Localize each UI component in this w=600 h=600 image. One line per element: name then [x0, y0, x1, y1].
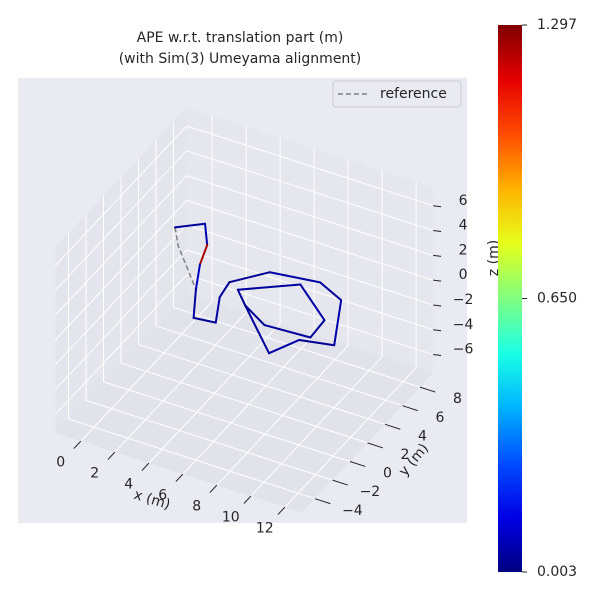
trajectory-segment: [218, 281, 231, 299]
tick-mark: [73, 440, 82, 449]
grid-line: [85, 399, 333, 481]
z-tick-label: 0: [459, 267, 468, 283]
trajectory-segment: [236, 288, 247, 307]
grid-line: [103, 381, 351, 462]
z-tick-label: 6: [459, 193, 468, 209]
trajectory-segment: [319, 281, 343, 302]
y-tick-label: −4: [342, 503, 363, 519]
tick-mark: [384, 423, 401, 430]
grid-line: [55, 125, 187, 266]
colorbar-tick-label: 0.003: [537, 564, 577, 580]
y-tick-label: 0: [383, 466, 392, 482]
chart-subtitle: (with Sim(3) Umeyama alignment): [119, 51, 362, 67]
grid-line: [173, 306, 421, 388]
trajectory-segment: [268, 271, 322, 284]
trajectory-segment: [309, 319, 326, 339]
tick-mark: [367, 442, 383, 449]
tick-mark: [349, 461, 366, 467]
grid-line: [55, 274, 187, 415]
tick-mark: [277, 506, 286, 515]
z-tick-label: −6: [453, 342, 474, 358]
trajectory-segment: [244, 304, 271, 355]
y-tick-label: 8: [453, 391, 462, 407]
grid-line: [186, 175, 434, 256]
tick-mark: [419, 386, 436, 393]
chart-title: APE w.r.t. translation part (m): [137, 30, 344, 46]
y-tick-label: −2: [360, 484, 381, 500]
tick-mark: [243, 495, 252, 504]
y-tick-label: 4: [418, 428, 427, 444]
grid-line: [55, 224, 187, 366]
trajectory-segment: [214, 296, 221, 324]
grid-line: [186, 199, 434, 281]
z-tick-label: −4: [453, 317, 474, 333]
legend-label: reference: [380, 86, 447, 102]
tick-mark: [433, 230, 442, 233]
trajectory-segment: [298, 338, 336, 347]
grid-line: [55, 175, 187, 316]
trajectory-segment: [268, 338, 301, 355]
x-tick-label: 2: [90, 466, 99, 482]
trajectory-segment: [192, 288, 197, 319]
colorbar-tick-label: 1.297: [537, 17, 577, 33]
grid-line: [120, 362, 368, 444]
trajectory-segment: [192, 316, 217, 324]
trajectory-segment: [236, 283, 302, 291]
grid-line: [55, 150, 187, 291]
y-tick-label: 2: [400, 447, 409, 463]
tick-mark: [175, 473, 184, 482]
tick-mark: [141, 462, 150, 471]
y-tick-label: 6: [435, 410, 444, 426]
grid-line: [186, 274, 434, 356]
z-tick-label: −2: [453, 292, 474, 308]
x-tick-label: 0: [56, 455, 65, 471]
x-tick-label: 4: [124, 477, 133, 493]
tick-mark: [314, 498, 331, 505]
grid-line: [186, 224, 434, 306]
grid-line: [186, 150, 434, 232]
x-tick-label: 8: [192, 499, 201, 515]
legend-box: [332, 80, 462, 108]
grid-line: [186, 249, 434, 331]
trajectory-segment: [299, 283, 326, 322]
tick-mark: [209, 484, 218, 493]
trajectory-segment: [194, 263, 201, 291]
trajectory-segment: [244, 304, 266, 327]
z-tick-label: 4: [459, 218, 468, 234]
grid-line: [186, 125, 434, 207]
tick-mark: [433, 354, 442, 357]
z-tick-label: 2: [459, 242, 468, 258]
tick-mark: [433, 329, 442, 332]
grid-line: [155, 325, 403, 407]
tick-mark: [433, 205, 442, 208]
grid-line: [55, 249, 187, 390]
tick-mark: [402, 405, 418, 412]
grid-line: [55, 200, 187, 341]
trajectory-segment: [263, 324, 312, 339]
tick-mark: [433, 279, 442, 282]
x-tick-label: 12: [256, 521, 274, 537]
tick-mark: [107, 451, 116, 460]
tick-mark: [433, 304, 442, 307]
trajectory-segment: [333, 299, 343, 347]
grid-line: [68, 418, 316, 500]
grid-line: [138, 344, 386, 425]
trajectory-segment: [228, 271, 271, 284]
trajectory-segment: [198, 244, 209, 266]
tick-mark: [332, 479, 348, 486]
x-tick-label: 6: [158, 488, 167, 504]
tick-mark: [433, 254, 442, 257]
trajectory-segment: [204, 222, 209, 247]
colorbar: [498, 25, 522, 572]
x-tick-label: 10: [222, 510, 240, 526]
colorbar-tick-label: 0.650: [537, 291, 577, 307]
trajectory-segment: [174, 222, 207, 229]
